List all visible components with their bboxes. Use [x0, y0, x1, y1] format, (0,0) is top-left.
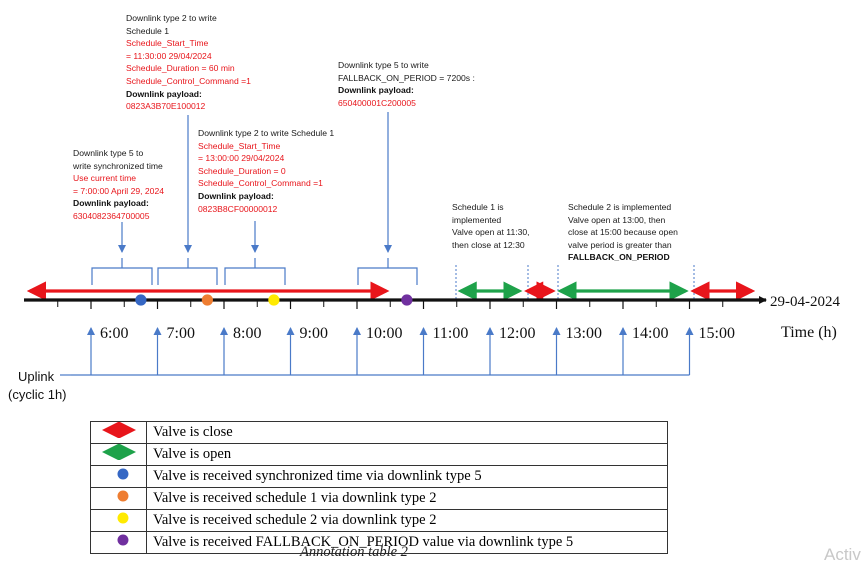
note-schedule2-line: Downlink payload:: [198, 190, 274, 201]
note-sync-time-line: = 7:00:00 April 29, 2024: [73, 185, 165, 196]
hour-label: 12:00: [499, 325, 535, 342]
hour-label: 14:00: [632, 325, 668, 342]
note-schedule1-implemented-line: Schedule 1 is: [452, 202, 504, 212]
legend-row: Valve is received synchronized time via …: [90, 465, 668, 488]
legend-symbol: [90, 487, 147, 510]
hour-label: 9:00: [300, 325, 328, 342]
uplink-cyclic-label: (cyclic 1h): [8, 387, 67, 402]
note-schedule2-line: Downlink type 2 to write Schedule 1: [198, 128, 335, 138]
date-label: 29-04-2024: [770, 294, 840, 310]
hour-label: 10:00: [366, 325, 402, 342]
green-arrow-icon: [101, 443, 136, 461]
legend-row: Valve is received schedule 2 via downlin…: [90, 509, 668, 532]
blue-dot-icon: [117, 468, 128, 480]
note-sync-time-line: Downlink payload:: [73, 198, 149, 209]
legend-row: Valve is received FALLBACK_ON_PERIOD val…: [90, 531, 668, 554]
note-schedule2-implemented-line: FALLBACK_ON_PERIOD: [568, 252, 670, 263]
note-fallback-line: FALLBACK_ON_PERIOD = 7200s :: [338, 72, 475, 83]
schedule-2-dot: [268, 294, 280, 306]
legend-symbol: [90, 421, 147, 444]
brace-sync: [91, 258, 153, 285]
hour-label: 8:00: [233, 325, 261, 342]
legend-symbol: [90, 465, 147, 488]
note-schedule2-line: Schedule_Control_Command =1: [198, 178, 323, 189]
note-schedule2-line: = 13:00:00 29/04/2024: [198, 153, 285, 164]
note-schedule2: Downlink type 2 to write Schedule 1 Sched…: [198, 127, 334, 215]
note-schedule2-line: 0823B8CF00000012: [198, 203, 278, 214]
legend-label: Valve is close: [146, 421, 668, 444]
schedule-1-dot: [201, 294, 213, 306]
note-schedule2-implemented-line: close at 15:00 because open: [568, 227, 678, 238]
event-dots: [135, 294, 413, 306]
hour-label: 15:00: [699, 325, 735, 342]
hour-label: 11:00: [433, 325, 469, 342]
brace-schedule1: [157, 258, 218, 285]
watermark: Activ: [824, 545, 861, 564]
legend-row: Valve is close: [90, 421, 668, 444]
note-sync-time-line: 6304082364700005: [73, 210, 150, 221]
note-schedule1-line: Schedule_Control_Command =1: [126, 75, 251, 86]
caption: Annotation table 2: [300, 544, 408, 560]
timeline-diagram: 29-04-2024 6:00 7:00 8:00 9:00 10:00 11:00 12:…: [8, 112, 840, 402]
legend-label: Valve is received synchronized time via …: [146, 465, 668, 488]
legend-symbol: [90, 509, 147, 532]
fallback-dot: [401, 294, 413, 306]
brace-fallback: [357, 258, 418, 285]
red-arrow-icon: [101, 421, 136, 439]
legend-symbol: [90, 531, 147, 554]
note-schedule1-implemented: Schedule 1 is implemented Valve open at 11…: [452, 201, 530, 251]
legend-label: Valve is received FALLBACK_ON_PERIOD val…: [146, 531, 668, 554]
hour-ticks: 6:00 7:00 8:00 9:00 10:00 11:00 12:00 13:00 14:0…: [57, 300, 735, 342]
orange-dot-icon: [117, 490, 128, 502]
yellow-dot-icon: [117, 512, 128, 524]
note-schedule2-line: Schedule_Start_Time: [198, 140, 281, 151]
legend-label: Valve is received schedule 2 via downlin…: [146, 509, 668, 532]
note-schedule2-implemented-line: valve period is greater than: [568, 239, 672, 250]
note-schedule1: Downlink type 2 to write Schedule 1 Schedu…: [126, 12, 251, 113]
note-fallback-line: 650400001C200005: [338, 97, 416, 108]
note-sync-time-line: Use current time: [73, 173, 137, 184]
note-sync-time-line: Downlink type 5 to: [73, 148, 144, 158]
legend-symbol: [90, 443, 147, 466]
hour-label: 13:00: [566, 325, 602, 342]
note-fallback-line: Downlink payload:: [338, 85, 414, 96]
note-schedule1-line: 0823A3B70E100012: [126, 101, 206, 112]
note-schedule1-line: Downlink payload:: [126, 88, 202, 99]
brace-group: [91, 258, 418, 285]
note-schedule1-line: Schedule_Start_Time: [126, 38, 209, 49]
note-schedule2-implemented-line: Schedule 2 is implemented: [568, 202, 672, 212]
note-schedule2-implemented: Schedule 2 is implemented Valve open at 1…: [568, 201, 678, 264]
legend-row: Valve is open: [90, 443, 668, 466]
brace-schedule2: [224, 258, 286, 285]
legend-label: Valve is received schedule 1 via downlin…: [146, 487, 668, 510]
note-schedule1-line: = 11:30:00 29/04/2024: [126, 50, 212, 61]
note-schedule1-implemented-line: then close at 12:30: [452, 239, 525, 250]
legend-table: Valve is close Valve is open Valve is rece…: [90, 421, 668, 554]
legend-label: Valve is open: [146, 443, 668, 466]
axis-label: Time (h): [781, 324, 837, 341]
hour-label: 7:00: [167, 325, 195, 342]
note-schedule1-line: Schedule 1: [126, 25, 170, 36]
uplink-arrows: [60, 327, 694, 376]
note-schedule1-line: Schedule_Duration = 60 min: [126, 63, 235, 74]
note-schedule1-implemented-line: implemented: [452, 214, 502, 225]
note-sync-time: Downlink type 5 to write synchronized tim…: [73, 147, 164, 223]
note-fallback: Downlink type 5 to write FALLBACK_ON_PERI…: [338, 59, 475, 109]
note-schedule2-implemented-line: Valve open at 13:00, then: [568, 214, 666, 225]
hour-label: 6:00: [100, 325, 128, 342]
note-schedule1-implemented-line: Valve open at 11:30,: [452, 227, 530, 238]
schedule-boundaries: [455, 265, 695, 300]
note-schedule1-line: Downlink type 2 to write: [126, 13, 217, 23]
note-schedule2-line: Schedule_Duration = 0: [198, 165, 286, 176]
note-fallback-line: Downlink type 5 to write: [338, 60, 429, 70]
legend-row: Valve is received schedule 1 via downlin…: [90, 487, 668, 510]
note-sync-time-line: write synchronized time: [73, 160, 163, 171]
uplink-label: Uplink: [18, 369, 55, 384]
sync-time-dot: [135, 294, 147, 306]
purple-dot-icon: [117, 534, 128, 546]
pointer-group: [118, 112, 392, 253]
